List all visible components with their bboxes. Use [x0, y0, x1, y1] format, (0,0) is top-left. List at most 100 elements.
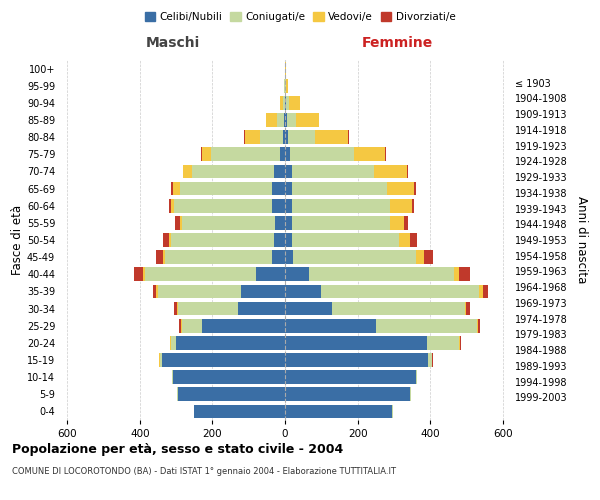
Bar [285, 199, 292, 212]
Bar [428, 353, 432, 367]
Bar [410, 388, 411, 401]
Bar [274, 233, 285, 247]
Bar [389, 216, 404, 230]
Bar [292, 216, 389, 230]
Bar [194, 404, 285, 418]
Bar [178, 388, 285, 401]
Bar [285, 336, 427, 349]
Bar [134, 268, 143, 281]
Bar [285, 79, 286, 92]
Bar [181, 216, 182, 230]
Bar [315, 130, 348, 144]
Bar [286, 96, 289, 110]
Bar [161, 353, 285, 367]
Bar [285, 233, 292, 247]
Bar [156, 250, 163, 264]
Bar [332, 302, 464, 316]
Bar [286, 79, 287, 92]
Bar [424, 250, 433, 264]
Bar [483, 284, 488, 298]
Bar [176, 336, 285, 349]
Bar [175, 302, 177, 316]
Bar [266, 113, 277, 127]
Bar [285, 268, 308, 281]
Bar [284, 113, 285, 127]
Bar [412, 199, 414, 212]
Bar [275, 216, 285, 230]
Bar [175, 199, 272, 212]
Bar [374, 164, 407, 178]
Bar [172, 370, 173, 384]
Bar [285, 250, 293, 264]
Bar [170, 199, 175, 212]
Bar [244, 130, 245, 144]
Bar [280, 148, 285, 161]
Bar [178, 302, 238, 316]
Bar [376, 319, 478, 332]
Bar [173, 370, 285, 384]
Bar [288, 130, 315, 144]
Bar [285, 404, 392, 418]
Bar [283, 130, 285, 144]
Bar [182, 319, 202, 332]
Bar [293, 250, 416, 264]
Bar [285, 216, 292, 230]
Bar [285, 388, 410, 401]
Bar [285, 182, 292, 196]
Bar [308, 268, 454, 281]
Bar [256, 268, 285, 281]
Legend: Celibi/Nubili, Coniugati/e, Vedovi/e, Divorziati/e: Celibi/Nubili, Coniugati/e, Vedovi/e, Di… [140, 8, 460, 26]
Bar [285, 148, 290, 161]
Bar [414, 182, 416, 196]
Bar [285, 370, 416, 384]
Bar [287, 113, 296, 127]
Bar [152, 284, 156, 298]
Bar [478, 319, 480, 332]
Y-axis label: Fasce di età: Fasce di età [11, 205, 24, 275]
Bar [156, 284, 158, 298]
Bar [404, 216, 407, 230]
Bar [292, 164, 374, 178]
Bar [202, 319, 285, 332]
Bar [285, 319, 376, 332]
Bar [202, 148, 211, 161]
Bar [416, 370, 418, 384]
Bar [163, 233, 169, 247]
Bar [179, 319, 181, 332]
Bar [260, 130, 283, 144]
Bar [280, 96, 283, 110]
Bar [241, 284, 285, 298]
Bar [285, 130, 288, 144]
Bar [385, 148, 386, 161]
Bar [390, 199, 412, 212]
Bar [245, 130, 260, 144]
Bar [479, 284, 483, 298]
Bar [201, 148, 202, 161]
Text: Popolazione per età, sesso e stato civile - 2004: Popolazione per età, sesso e stato civil… [12, 442, 343, 456]
Bar [407, 164, 409, 178]
Bar [145, 268, 256, 281]
Text: Femmine: Femmine [362, 36, 433, 50]
Bar [173, 182, 180, 196]
Bar [274, 164, 285, 178]
Bar [184, 164, 193, 178]
Bar [170, 233, 274, 247]
Bar [169, 199, 170, 212]
Bar [272, 250, 285, 264]
Bar [143, 268, 145, 281]
Bar [296, 113, 319, 127]
Bar [292, 199, 390, 212]
Bar [427, 336, 459, 349]
Bar [386, 182, 414, 196]
Bar [459, 268, 470, 281]
Bar [392, 404, 393, 418]
Bar [292, 233, 400, 247]
Bar [175, 216, 181, 230]
Bar [466, 302, 470, 316]
Bar [416, 250, 424, 264]
Bar [285, 353, 428, 367]
Bar [285, 302, 332, 316]
Bar [272, 182, 285, 196]
Bar [238, 302, 285, 316]
Bar [285, 164, 292, 178]
